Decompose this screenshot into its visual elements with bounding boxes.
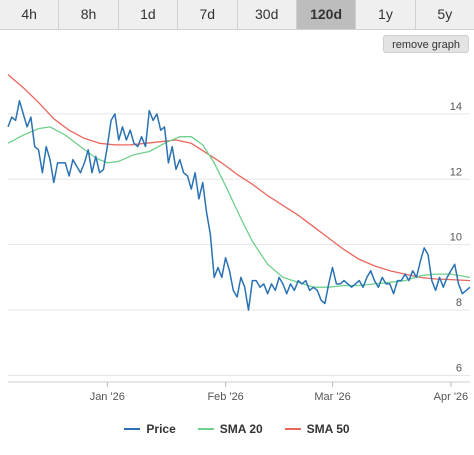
price-line — [7, 100, 471, 311]
series-lines — [7, 74, 471, 311]
tab-30d[interactable]: 30d — [237, 0, 297, 29]
tab-8h[interactable]: 8h — [59, 0, 119, 29]
grid — [8, 113, 470, 383]
y-tick-label: 14 — [450, 101, 462, 113]
y-tick-label: 6 — [456, 362, 462, 374]
legend-label: Price — [146, 422, 176, 436]
x-tick-label: Feb '26 — [207, 391, 243, 403]
legend-swatch — [284, 428, 301, 430]
x-tick-label: Jan '26 — [90, 391, 125, 403]
legend-item-sma-50[interactable]: SMA 50 — [284, 421, 350, 437]
timeframe-tabs: 4h 8h 1d 7d 30d 120d 1y 5y — [0, 0, 474, 30]
y-tick-label: 8 — [456, 297, 462, 309]
legend-item-price[interactable]: Price — [124, 421, 176, 437]
x-tick-label: Mar '26 — [314, 391, 350, 403]
tab-4h[interactable]: 4h — [0, 0, 60, 29]
legend-label: SMA 50 — [306, 422, 350, 436]
tab-1d[interactable]: 1d — [118, 0, 179, 29]
remove-graph-button[interactable]: remove graph — [383, 35, 469, 53]
x-tick-label: Apr '26 — [434, 391, 469, 403]
tab-1y[interactable]: 1y — [356, 0, 416, 29]
sma-20-line — [7, 126, 471, 288]
y-tick-label: 10 — [450, 232, 462, 244]
tab-5y[interactable]: 5y — [415, 0, 474, 29]
legend-item-sma-20[interactable]: SMA 20 — [197, 421, 263, 437]
sma-50-line — [7, 74, 471, 282]
y-tick-label: 12 — [450, 166, 462, 178]
tab-120d[interactable]: 120d — [296, 0, 357, 29]
axis-ticks: 6 8 10 12 14 Jan '26 Feb '26 Mar '26 Apr '26 — [90, 101, 468, 403]
price-chart: 6 8 10 12 14 Jan '26 Feb '26 Mar '26 Apr '26 — [7, 74, 471, 403]
legend-swatch — [124, 428, 141, 430]
legend-label: SMA 20 — [219, 422, 263, 436]
tab-7d[interactable]: 7d — [178, 0, 238, 29]
legend-swatch — [197, 428, 214, 430]
chart-legend: Price SMA 20 SMA 50 — [0, 421, 474, 437]
